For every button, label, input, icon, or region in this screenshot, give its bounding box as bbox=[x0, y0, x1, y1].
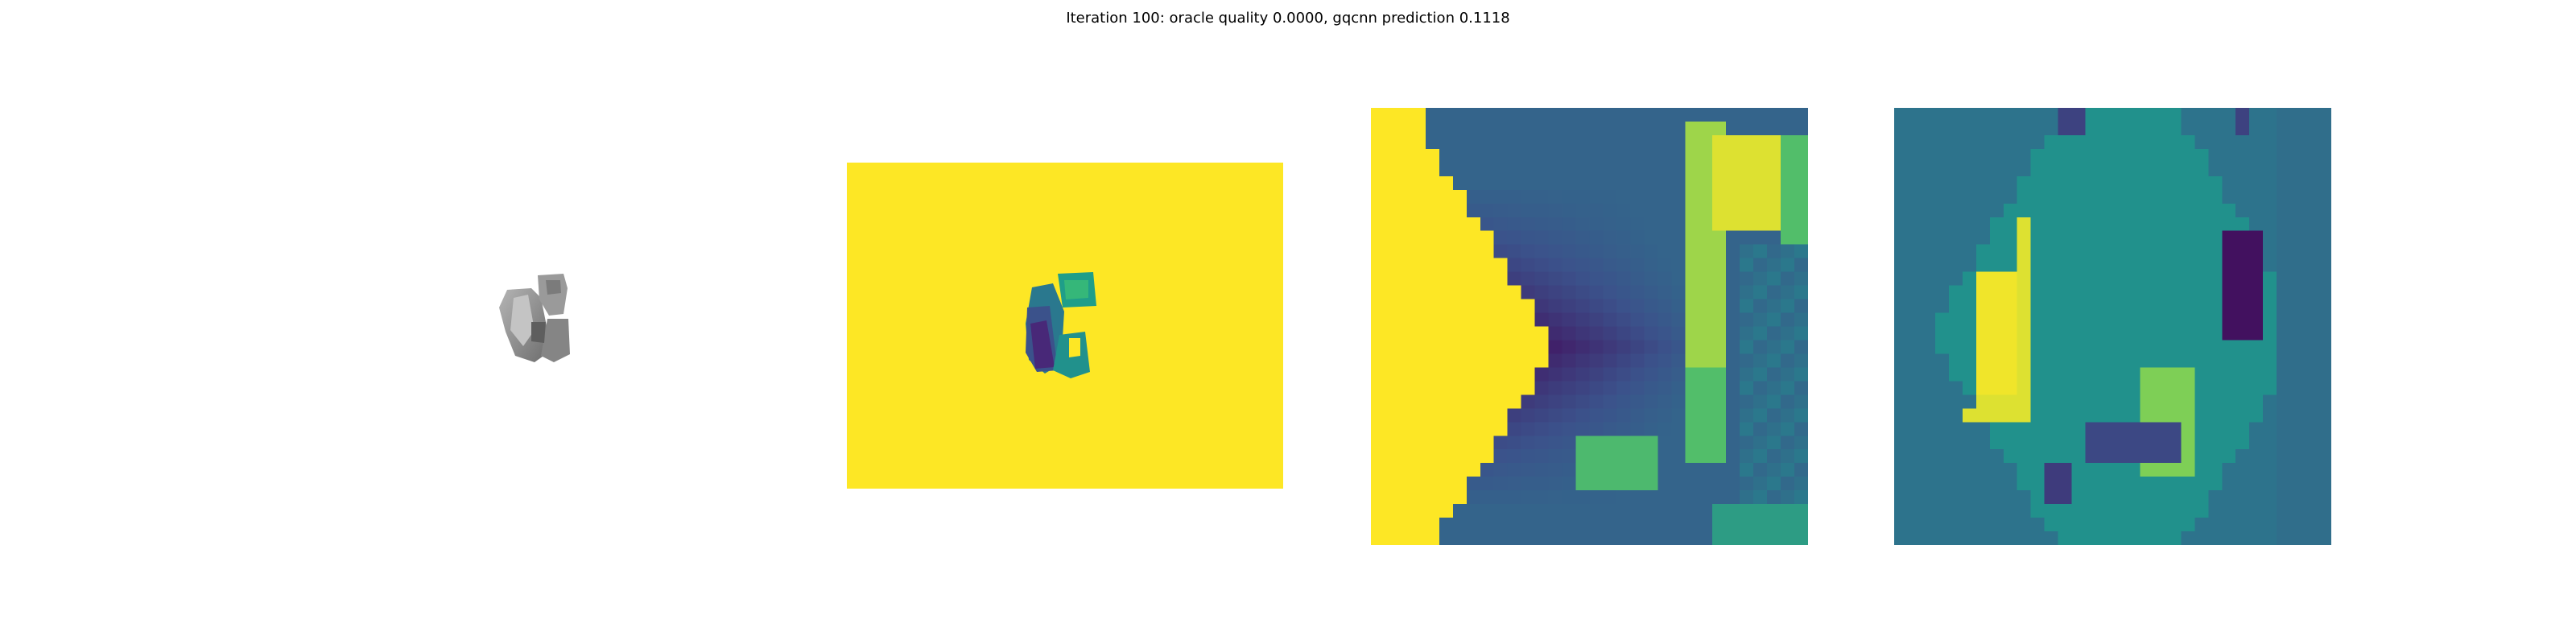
rendered-object-image bbox=[499, 274, 570, 362]
depth-crop-image bbox=[1371, 108, 1808, 545]
depth-crop-panel bbox=[1371, 108, 1808, 545]
depth-image bbox=[847, 163, 1283, 489]
depth-crop-transformed-panel bbox=[1894, 108, 2331, 545]
depth-image-panel bbox=[847, 163, 1283, 489]
rendered-object-panel bbox=[451, 242, 628, 419]
figure-title: Iteration 100: oracle quality 0.0000, gq… bbox=[1066, 10, 1510, 27]
depth-crop-transformed-image bbox=[1894, 108, 2331, 545]
